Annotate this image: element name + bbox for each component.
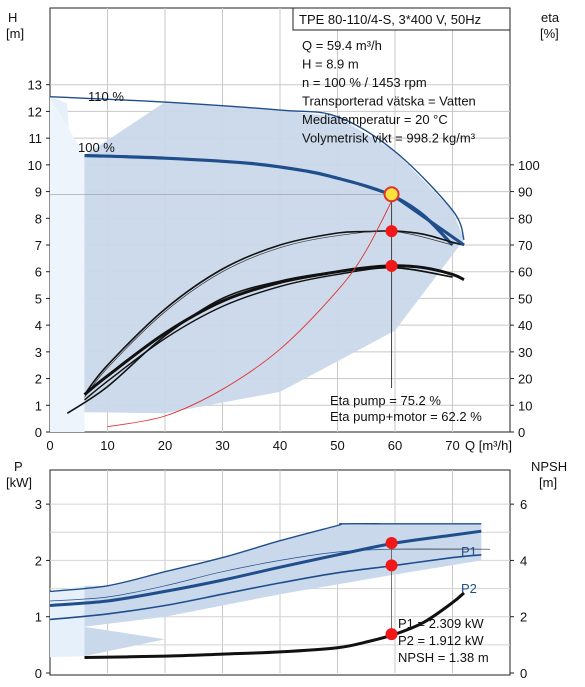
readout-line: NPSH = 1.38 m — [398, 650, 489, 665]
p-axis-label: P — [14, 459, 23, 474]
bottom-operating-points — [385, 537, 398, 641]
curve-label-100: 100 % — [78, 140, 115, 155]
efficiency-line: Eta pump = 75.2 % — [330, 393, 441, 408]
npsh-axis-label: NPSH — [531, 459, 567, 474]
eta-tick-label: 100 — [518, 158, 540, 173]
p-tick-label: 2 — [35, 553, 42, 568]
bottom-curves — [50, 523, 490, 659]
npsh-tick-label: 0 — [520, 666, 527, 681]
h-tick-label: 2 — [35, 372, 42, 387]
top-left-shade — [50, 96, 85, 432]
h-tick-label: 9 — [35, 185, 42, 200]
info-line: Q = 59.4 m³/h — [302, 38, 382, 53]
h-tick-label: 10 — [28, 158, 42, 173]
q-axis-label: Q [m³/h] — [465, 438, 512, 453]
p-tick-label: 0 — [35, 666, 42, 681]
bottom-lower-shade — [84, 626, 165, 657]
top-curves — [50, 96, 465, 428]
npsh-tick-label: 4 — [520, 553, 527, 568]
x-tick-label: 20 — [158, 438, 172, 453]
duty-point-eta-pump — [385, 225, 398, 238]
eta-tick-label: 60 — [518, 265, 532, 280]
npsh-line — [84, 591, 465, 659]
h-tick-label: 3 — [35, 345, 42, 360]
eta-pump-line — [83, 230, 465, 396]
eta-tick-label: 80 — [518, 211, 532, 226]
npsh-axis-unit: [m] — [539, 475, 557, 490]
p1-nominal-line — [50, 529, 482, 607]
x-tick-label: 50 — [330, 438, 344, 453]
series-label-p1: P1 — [461, 544, 477, 559]
eta-tick-label: 40 — [518, 318, 532, 333]
duty-point-p2 — [385, 559, 398, 572]
h-tick-label: 0 — [35, 425, 42, 440]
series-label-p2: P2 — [461, 581, 477, 596]
operating-info: Q = 59.4 m³/h H = 8.9 m n = 100 % / 1453 r… — [302, 38, 476, 146]
duty-point-head — [383, 186, 400, 203]
eta-axis-label: eta — [541, 10, 560, 25]
eta-axis-unit: [%] — [540, 26, 559, 41]
eta-tick-label: 0 — [518, 425, 525, 440]
readout-line: P1 = 2.309 kW — [398, 616, 484, 631]
info-line: Mediatemperatur = 20 °C — [302, 112, 448, 127]
x-tick-label: 0 — [46, 438, 53, 453]
eta-total-line — [83, 264, 465, 396]
eta-tick-label: 30 — [518, 345, 532, 360]
eta-tick-label: 70 — [518, 238, 532, 253]
p-axis-unit: [kW] — [6, 475, 32, 490]
x-tick-label: 30 — [215, 438, 229, 453]
p2-nominal-line — [50, 554, 482, 621]
speed-curve-labels: 110 % 100 % — [78, 89, 124, 155]
pump-title-box — [292, 7, 511, 31]
info-line: n = 100 % / 1453 rpm — [302, 75, 427, 90]
info-line: Transporterad vätska = Vatten — [302, 94, 476, 109]
h-tick-label: 8 — [35, 211, 42, 226]
top-operating-points — [383, 186, 400, 272]
p1-max-line — [50, 523, 482, 593]
h-tick-label: 12 — [28, 104, 42, 119]
top-ticks: 0 10 20 30 40 50 60 700123456789101112130102030… — [28, 78, 540, 453]
curve-label-110: 110 % — [88, 89, 124, 104]
bottom-ticks: 0 1 2 3 0 2 4 6 — [35, 497, 527, 681]
readout-line: P2 = 1.912 kW — [398, 633, 484, 648]
system-curve-line — [107, 193, 396, 428]
efficiency-readout: Eta pump = 75.2 %Eta pump+motor = 62.2 % — [330, 393, 482, 424]
eta-tick-label: 90 — [518, 185, 532, 200]
h-axis-unit: [m] — [6, 26, 24, 41]
power-readout: P1 = 2.309 kW P2 = 1.912 kW NPSH = 1.38 m — [398, 616, 489, 665]
info-line: H = 8.9 m — [302, 57, 359, 72]
p-tick-label: 3 — [35, 497, 42, 512]
eta-tick-label: 50 — [518, 291, 532, 306]
h-tick-label: 11 — [29, 131, 43, 146]
p-tick-label: 1 — [35, 610, 42, 625]
h-tick-label: 13 — [28, 78, 42, 93]
efficiency-line: Eta pump+motor = 62.2 % — [330, 409, 482, 424]
power-series-labels: P1 P2 — [461, 544, 477, 596]
bottom-left-shade — [50, 585, 85, 658]
h-axis-label: H — [8, 10, 17, 25]
x-tick-label: 70 — [445, 438, 459, 453]
duty-point-eta-total — [385, 259, 398, 272]
h-tick-label: 5 — [35, 291, 42, 306]
npsh-tick-label: 2 — [520, 610, 527, 625]
info-line: Volymetrisk vikt = 998.2 kg/m³ — [302, 131, 476, 146]
duty-point-p1 — [385, 537, 398, 550]
npsh-tick-label: 6 — [520, 497, 527, 512]
x-tick-label: 40 — [273, 438, 287, 453]
duty-point-npsh — [385, 628, 398, 641]
h-tick-label: 7 — [35, 238, 42, 253]
x-tick-label: 60 — [388, 438, 402, 453]
eta-tick-label: 20 — [518, 372, 532, 387]
x-tick-label: 10 — [100, 438, 114, 453]
h-tick-label: 4 — [35, 318, 42, 333]
head-max-line — [50, 96, 465, 240]
eta-tick-label: 10 — [518, 398, 532, 413]
h-tick-label: 6 — [35, 265, 42, 280]
pump-title: TPE 80-110/4-S, 3*400 V, 50Hz — [299, 12, 481, 27]
h-tick-label: 1 — [35, 398, 42, 413]
head-nominal-tail-line — [390, 192, 465, 247]
